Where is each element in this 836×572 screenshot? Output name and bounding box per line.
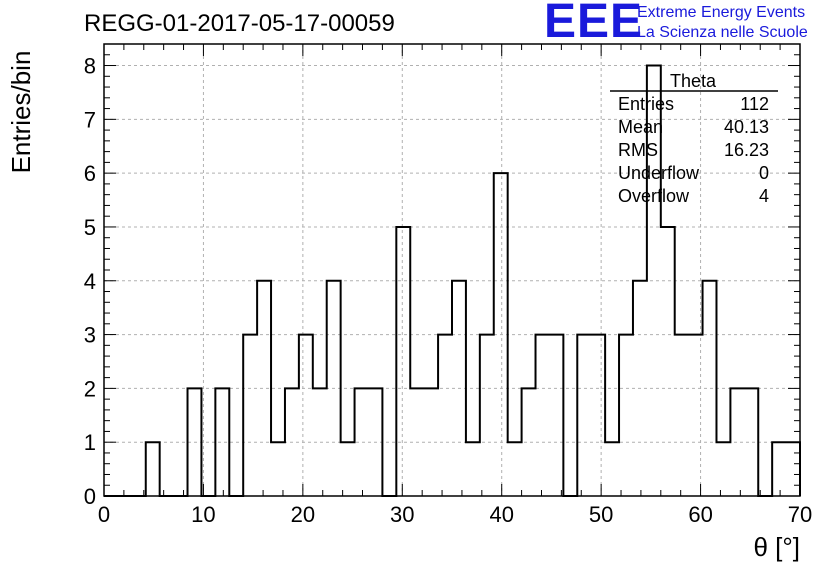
histogram-bin (675, 335, 689, 496)
x-tick-label: 40 (489, 502, 513, 527)
plot-title: REGG-01-2017-05-17-00059 (84, 10, 395, 37)
stats-row-value: 4 (759, 186, 769, 206)
y-tick-label: 3 (84, 323, 96, 348)
histogram-bin (522, 388, 536, 496)
grid-lines (104, 44, 800, 496)
x-tick-label: 0 (98, 502, 110, 527)
logo-subtitle-1: Extreme Energy Events (637, 4, 806, 21)
x-axis-label: θ [°] (753, 532, 800, 562)
x-tick-label: 70 (788, 502, 812, 527)
histogram-bin (619, 335, 633, 496)
histogram-bin (438, 335, 452, 496)
y-tick-label: 7 (84, 107, 96, 132)
histogram-bin (299, 335, 313, 496)
stats-row-value: 112 (740, 94, 769, 114)
histogram-bin (772, 442, 786, 496)
stats-box: Theta Entries 112 Mean 40.13 RMS 16.23 Underfl… (610, 71, 778, 206)
x-tick-label: 20 (291, 502, 315, 527)
x-axis-ticks: 0 10 20 30 40 50 60 70 (98, 44, 812, 527)
stats-row-label: Overflow (618, 186, 690, 206)
eee-logo: EEE (544, 0, 644, 48)
histogram-bin (508, 442, 522, 496)
y-tick-label: 4 (84, 269, 96, 294)
histogram-bin (536, 335, 550, 496)
y-tick-label: 8 (84, 54, 96, 79)
y-axis-ticks: 0 1 2 3 4 5 6 7 8 (84, 43, 800, 509)
stats-row-label: Mean (618, 117, 663, 137)
histogram-bin (577, 335, 591, 496)
histogram-bin (396, 227, 410, 496)
histogram-bin (605, 442, 619, 496)
histogram-bin (341, 442, 355, 496)
stats-row-value: 16.23 (724, 140, 769, 160)
x-tick-label: 30 (390, 502, 414, 527)
histogram-bin (716, 442, 730, 496)
stats-box-title: Theta (670, 71, 717, 91)
histogram-bin (661, 227, 675, 496)
histogram-bin (786, 442, 800, 496)
logo-subtitle-2: La Scienza nelle Scuole (637, 24, 808, 41)
plot-frame (103, 43, 801, 497)
y-tick-label: 2 (84, 376, 96, 401)
histogram-bin (591, 335, 605, 496)
histogram-bin (146, 442, 160, 496)
histogram-bin (215, 388, 229, 496)
y-tick-label: 5 (84, 215, 96, 240)
stats-row-label: Underflow (618, 163, 700, 183)
x-tick-label: 10 (191, 502, 215, 527)
y-axis-label: Entries/bin (6, 51, 36, 174)
histogram-bin (466, 442, 480, 496)
stats-row-value: 40.13 (724, 117, 769, 137)
histogram-bin (243, 335, 257, 496)
stats-row-value: 0 (759, 163, 769, 183)
stats-row-label: RMS (618, 140, 658, 160)
x-tick-label: 60 (688, 502, 712, 527)
x-tick-label: 50 (589, 502, 613, 527)
stats-row-label: Entries (618, 94, 674, 114)
y-tick-label: 1 (84, 430, 96, 455)
histogram-bin (271, 442, 285, 496)
histogram-bin (549, 335, 563, 496)
histogram-bin (480, 335, 494, 496)
y-tick-label: 0 (84, 484, 96, 509)
y-tick-label: 6 (84, 161, 96, 186)
